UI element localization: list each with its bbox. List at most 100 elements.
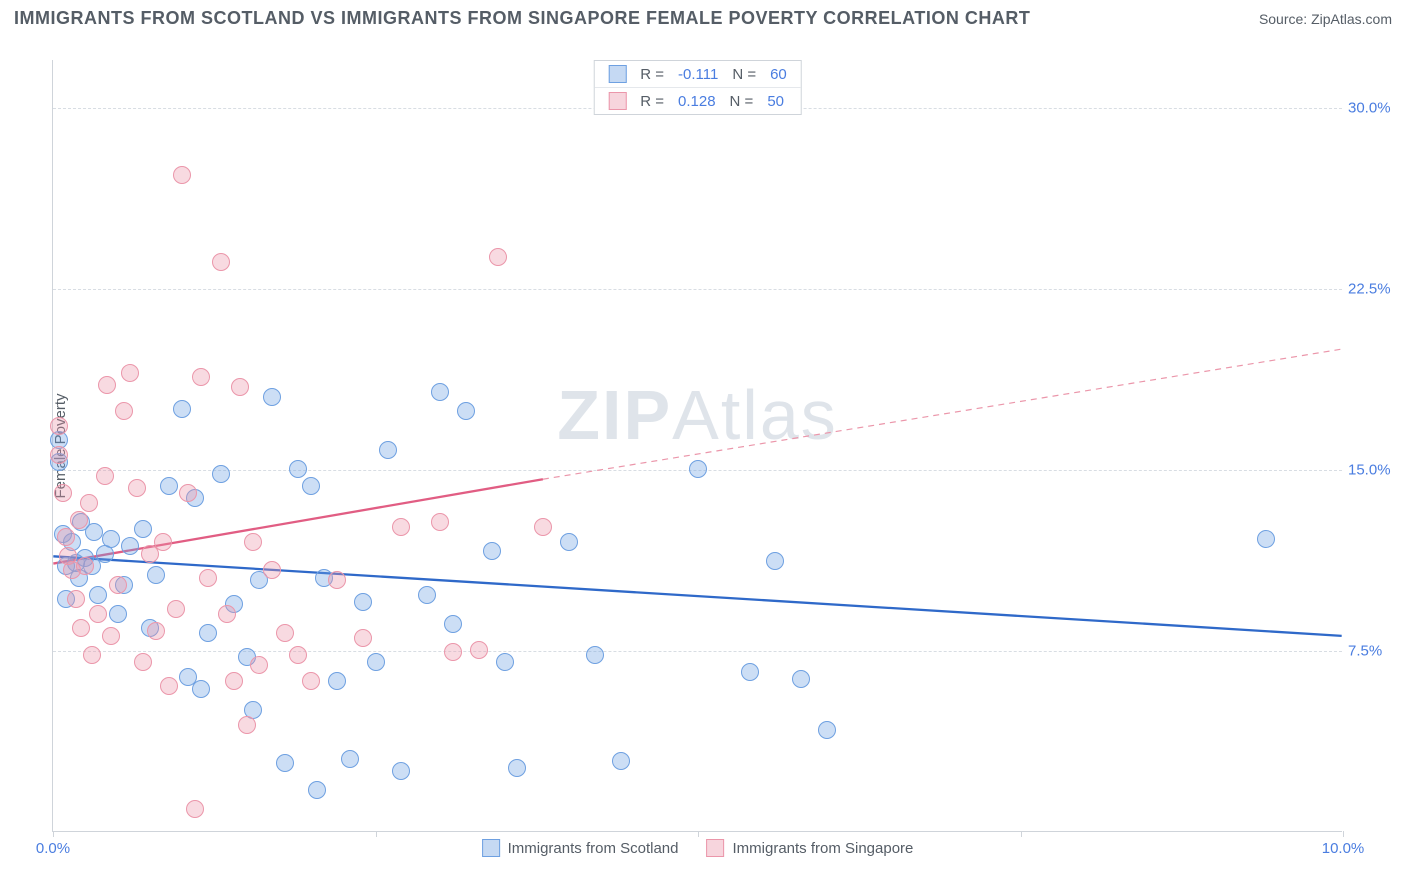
legend-item-singapore: Immigrants from Singapore — [706, 839, 913, 857]
x-tick — [1343, 831, 1344, 837]
scatter-point — [121, 537, 139, 555]
scatter-point — [302, 672, 320, 690]
scatter-point — [218, 605, 236, 623]
scatter-point — [276, 754, 294, 772]
x-tick — [1021, 831, 1022, 837]
scatter-point — [431, 383, 449, 401]
x-tick — [698, 831, 699, 837]
scatter-point — [67, 590, 85, 608]
n-label: N = — [730, 93, 754, 110]
scatter-point — [308, 781, 326, 799]
scatter-point — [57, 528, 75, 546]
scatter-point — [76, 557, 94, 575]
scatter-point — [341, 750, 359, 768]
scatter-point — [612, 752, 630, 770]
scatter-point — [85, 523, 103, 541]
scatter-point — [167, 600, 185, 618]
scatter-point — [115, 402, 133, 420]
source-label: Source: ZipAtlas.com — [1259, 11, 1392, 27]
scatter-point — [496, 653, 514, 671]
legend-correlation-box: R = -0.111 N = 60 R = 0.128 N = 50 — [593, 60, 802, 115]
scatter-point — [109, 605, 127, 623]
scatter-point — [418, 586, 436, 604]
scatter-point — [173, 166, 191, 184]
r-label: R = — [640, 93, 664, 110]
scatter-point — [586, 646, 604, 664]
scatter-point — [289, 646, 307, 664]
scatter-point — [289, 460, 307, 478]
scatter-point — [154, 533, 172, 551]
scatter-point — [96, 467, 114, 485]
scatter-point — [483, 542, 501, 560]
scatter-point — [128, 479, 146, 497]
scatter-point — [83, 646, 101, 664]
scatter-point — [70, 511, 88, 529]
scatter-point — [109, 576, 127, 594]
scatter-point — [98, 376, 116, 394]
legend-row-scotland: R = -0.111 N = 60 — [594, 61, 801, 87]
y-tick-label: 15.0% — [1348, 462, 1406, 479]
legend-item-scotland: Immigrants from Scotland — [482, 839, 679, 857]
swatch-pink-icon — [608, 92, 626, 110]
scatter-point — [392, 762, 410, 780]
watermark: ZIPAtlas — [557, 375, 838, 455]
legend-label-scotland: Immigrants from Scotland — [508, 840, 679, 857]
n-value-scotland: 60 — [770, 66, 787, 83]
scatter-point — [192, 368, 210, 386]
scatter-point — [508, 759, 526, 777]
scatter-point — [173, 400, 191, 418]
scatter-point — [72, 619, 90, 637]
chart-title: IMMIGRANTS FROM SCOTLAND VS IMMIGRANTS F… — [14, 8, 1030, 29]
legend-label-singapore: Immigrants from Singapore — [732, 840, 913, 857]
scatter-point — [766, 552, 784, 570]
scatter-point — [231, 378, 249, 396]
scatter-point — [367, 653, 385, 671]
scatter-point — [102, 627, 120, 645]
scatter-point — [50, 446, 68, 464]
scatter-point — [160, 477, 178, 495]
scatter-point — [263, 388, 281, 406]
r-label: R = — [640, 66, 664, 83]
scatter-point — [1257, 530, 1275, 548]
scatter-point — [470, 641, 488, 659]
scatter-point — [186, 800, 204, 818]
scatter-point — [489, 248, 507, 266]
scatter-point — [225, 672, 243, 690]
scatter-point — [444, 643, 462, 661]
scatter-point — [244, 533, 262, 551]
scatter-point — [792, 670, 810, 688]
y-tick-label: 22.5% — [1348, 281, 1406, 298]
scatter-point — [276, 624, 294, 642]
legend-bottom: Immigrants from Scotland Immigrants from… — [482, 839, 914, 857]
scatter-point — [534, 518, 552, 536]
scatter-point — [50, 417, 68, 435]
scatter-point — [431, 513, 449, 531]
watermark-atlas: Atlas — [672, 376, 838, 454]
scatter-point — [147, 566, 165, 584]
swatch-pink-icon — [706, 839, 724, 857]
watermark-zip: ZIP — [557, 376, 672, 454]
scatter-point — [89, 605, 107, 623]
scatter-point — [392, 518, 410, 536]
y-tick-label: 7.5% — [1348, 643, 1406, 660]
scatter-point — [354, 629, 372, 647]
n-value-singapore: 50 — [767, 93, 784, 110]
x-tick — [376, 831, 377, 837]
scatter-point — [689, 460, 707, 478]
r-value-scotland: -0.111 — [678, 66, 718, 83]
scatter-point — [121, 364, 139, 382]
scatter-point — [741, 663, 759, 681]
scatter-point — [302, 477, 320, 495]
legend-row-singapore: R = 0.128 N = 50 — [594, 87, 801, 114]
scatter-point — [192, 680, 210, 698]
swatch-blue-icon — [482, 839, 500, 857]
scatter-point — [147, 622, 165, 640]
r-value-singapore: 0.128 — [678, 93, 716, 110]
x-tick-label: 10.0% — [1322, 840, 1365, 857]
scatter-point — [328, 672, 346, 690]
scatter-point — [212, 253, 230, 271]
scatter-point — [444, 615, 462, 633]
scatter-point — [89, 586, 107, 604]
x-tick-label: 0.0% — [36, 840, 70, 857]
scatter-point — [80, 494, 98, 512]
